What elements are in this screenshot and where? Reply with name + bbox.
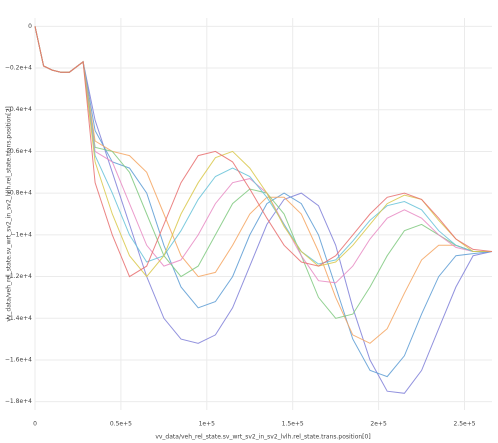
y-tick-label: −1.6e+4 xyxy=(5,356,32,363)
y-tick-label: 0 xyxy=(28,23,32,30)
y-tick-label: −0.6e+4 xyxy=(5,148,32,155)
series-line xyxy=(34,26,492,319)
series-line xyxy=(34,26,492,344)
y-tick-label: −1e+4 xyxy=(11,231,33,238)
x-tick-label: 2e+5 xyxy=(370,421,387,428)
y-tick-label: −1.2e+4 xyxy=(5,273,32,280)
x-tick-label: 0 xyxy=(33,421,37,428)
y-tick-label: −0.8e+4 xyxy=(5,190,32,197)
y-tick-label: −0.4e+4 xyxy=(5,106,32,113)
x-tick-label: 0.5e+5 xyxy=(110,421,132,428)
x-tick-label: 2.5e+5 xyxy=(453,421,475,428)
y-axis-label: vv_data/veh_rel_state.sv_wrt_sv2_in_sv2_… xyxy=(6,106,13,321)
y-tick-label: −1.8e+4 xyxy=(5,398,32,405)
y-tick-label: −0.2e+4 xyxy=(5,65,32,72)
x-tick-label: 1e+5 xyxy=(199,421,216,428)
x-tick-label: 1.5e+5 xyxy=(282,421,304,428)
series-line xyxy=(34,26,492,284)
series-line xyxy=(34,26,493,278)
x-axis-label: vv_data/veh_rel_state.sv_wrt_sv2_in_sv2_… xyxy=(155,434,370,441)
y-tick-label: −1.4e+4 xyxy=(5,315,32,322)
